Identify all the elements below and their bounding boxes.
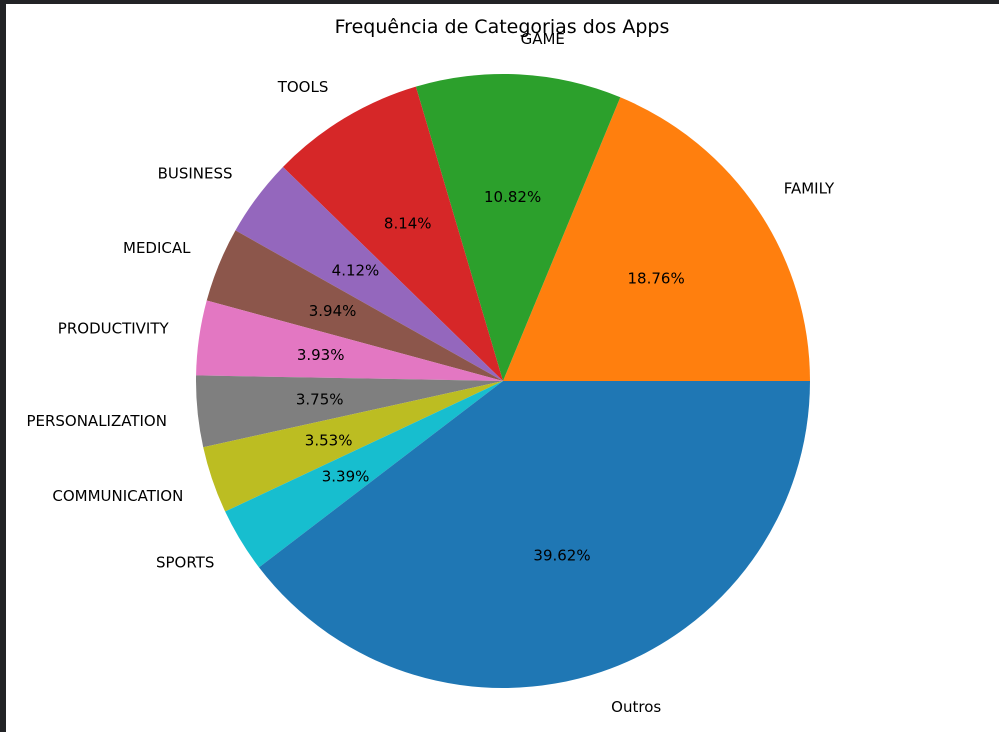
slice-category-label: PRODUCTIVITY (58, 319, 170, 337)
slice-category-label: BUSINESS (158, 165, 233, 183)
pie-labels: 18.76% FAMILY 10.82% GAME 8.14% TOOLS 4.12% BUS… (26, 30, 835, 716)
slice-category-label: MEDICAL (123, 239, 191, 257)
pie-slice-medical (206, 230, 503, 381)
slice-category-label: SPORTS (156, 553, 214, 571)
slice-value-label: 3.39% (322, 468, 370, 486)
pie-slice-business (235, 166, 504, 381)
slice-value-label: 4.12% (332, 262, 380, 280)
slice-value-label: 18.76% (628, 270, 685, 288)
pie-slices (196, 74, 810, 688)
pie-slice-tools (282, 86, 503, 381)
chart-canvas: Frequência de Categorias dos Apps 18.76%… (6, 4, 999, 732)
slice-category-label: GAME (521, 30, 565, 48)
slice-value-label: 3.94% (309, 302, 357, 320)
slice-value-label: 3.75% (296, 390, 344, 408)
pie-chart: Frequência de Categorias dos Apps 18.76%… (26, 16, 835, 716)
slice-value-label: 39.62% (533, 546, 590, 564)
slice-category-label: FAMILY (784, 179, 835, 197)
slice-value-label: 8.14% (384, 214, 432, 232)
slice-value-label: 10.82% (484, 188, 541, 206)
pie-slice-game (415, 74, 621, 381)
slice-value-label: 3.93% (297, 346, 345, 364)
slice-category-label: PERSONALIZATION (26, 412, 167, 430)
slice-category-label: TOOLS (277, 78, 329, 96)
pie-slice-personalization (196, 375, 503, 448)
pie-slice-outros (259, 381, 810, 688)
chart-title: Frequência de Categorias dos Apps (335, 16, 670, 38)
slice-category-label: Outros (611, 698, 661, 716)
slice-value-label: 3.53% (305, 431, 353, 449)
pie-slice-communication (203, 381, 503, 512)
pie-slice-productivity (196, 300, 503, 381)
pie-slice-sports (225, 381, 503, 568)
pie-slice-family (503, 97, 810, 381)
slice-category-label: COMMUNICATION (52, 487, 183, 505)
